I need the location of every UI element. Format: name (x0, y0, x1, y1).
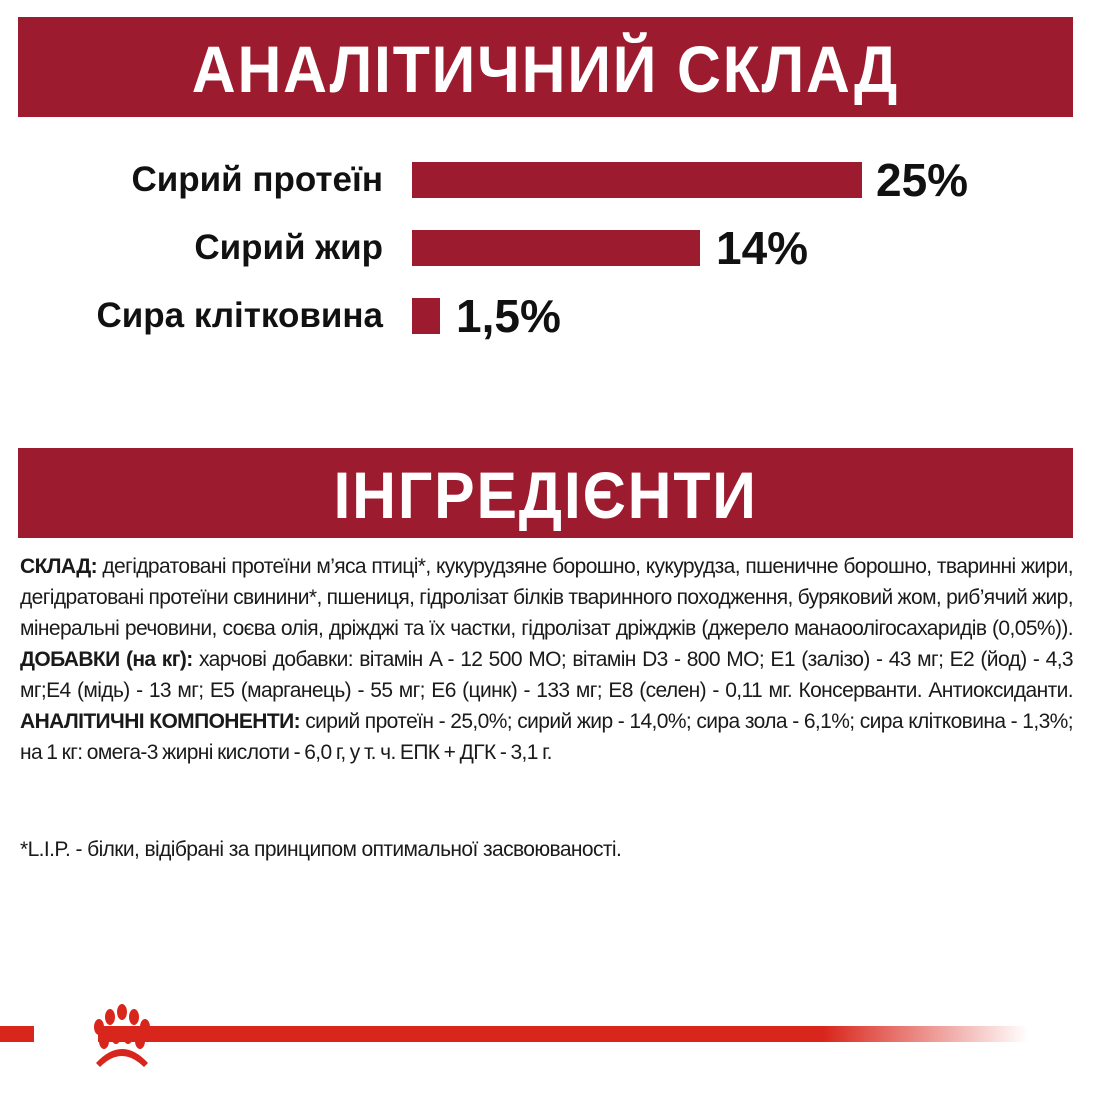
analysis-title: АНАЛІТИЧНИЙ СКЛАД (191, 32, 900, 106)
additives-text: харчові добавки: вітамін A - 12 500 МО; … (20, 648, 1074, 702)
analysis-row-protein: Сирий протеїн 25% (0, 156, 1093, 204)
analysis-label: Сирий жир (194, 228, 383, 267)
ingredients-banner: ІНГРЕДІЄНТИ (18, 448, 1073, 538)
analysis-bar (412, 162, 862, 198)
analysis-value: 14% (716, 222, 809, 274)
analytic-label: АНАЛІТИЧНІ КОМПОНЕНТИ: (20, 710, 301, 733)
footer-line-right (98, 1026, 1028, 1042)
footer-line-left (0, 1026, 34, 1042)
analysis-label: Сира клітковина (96, 296, 383, 335)
composition-label: СКЛАД: (20, 555, 98, 578)
analytic-text: сирий протеїн - 25,0%; сирий жир - 14,0%… (20, 710, 1074, 764)
ingredients-title: ІНГРЕДІЄНТИ (333, 458, 758, 532)
composition-text: дегідратовані протеїни м’яса птиці*, кук… (20, 555, 1074, 640)
ingredients-paragraph: СКЛАД: дегідратовані протеїни м’яса птиц… (20, 551, 1074, 768)
analysis-bar (412, 298, 440, 334)
analysis-row-fiber: Сира клітковина 1,5% (0, 292, 1093, 340)
analysis-label: Сирий протеїн (131, 160, 383, 199)
analysis-value: 1,5% (456, 290, 561, 342)
analysis-row-fat: Сирий жир 14% (0, 224, 1093, 272)
analysis-bar (412, 230, 700, 266)
footnote: *L.I.P. - білки, відібрані за принципом … (20, 838, 622, 861)
analysis-banner: АНАЛІТИЧНИЙ СКЛАД (18, 17, 1073, 117)
additives-label: ДОБАВКИ (на кг): (20, 648, 193, 671)
analysis-value: 25% (876, 154, 969, 206)
royal-canin-logo-icon (94, 1004, 150, 1067)
